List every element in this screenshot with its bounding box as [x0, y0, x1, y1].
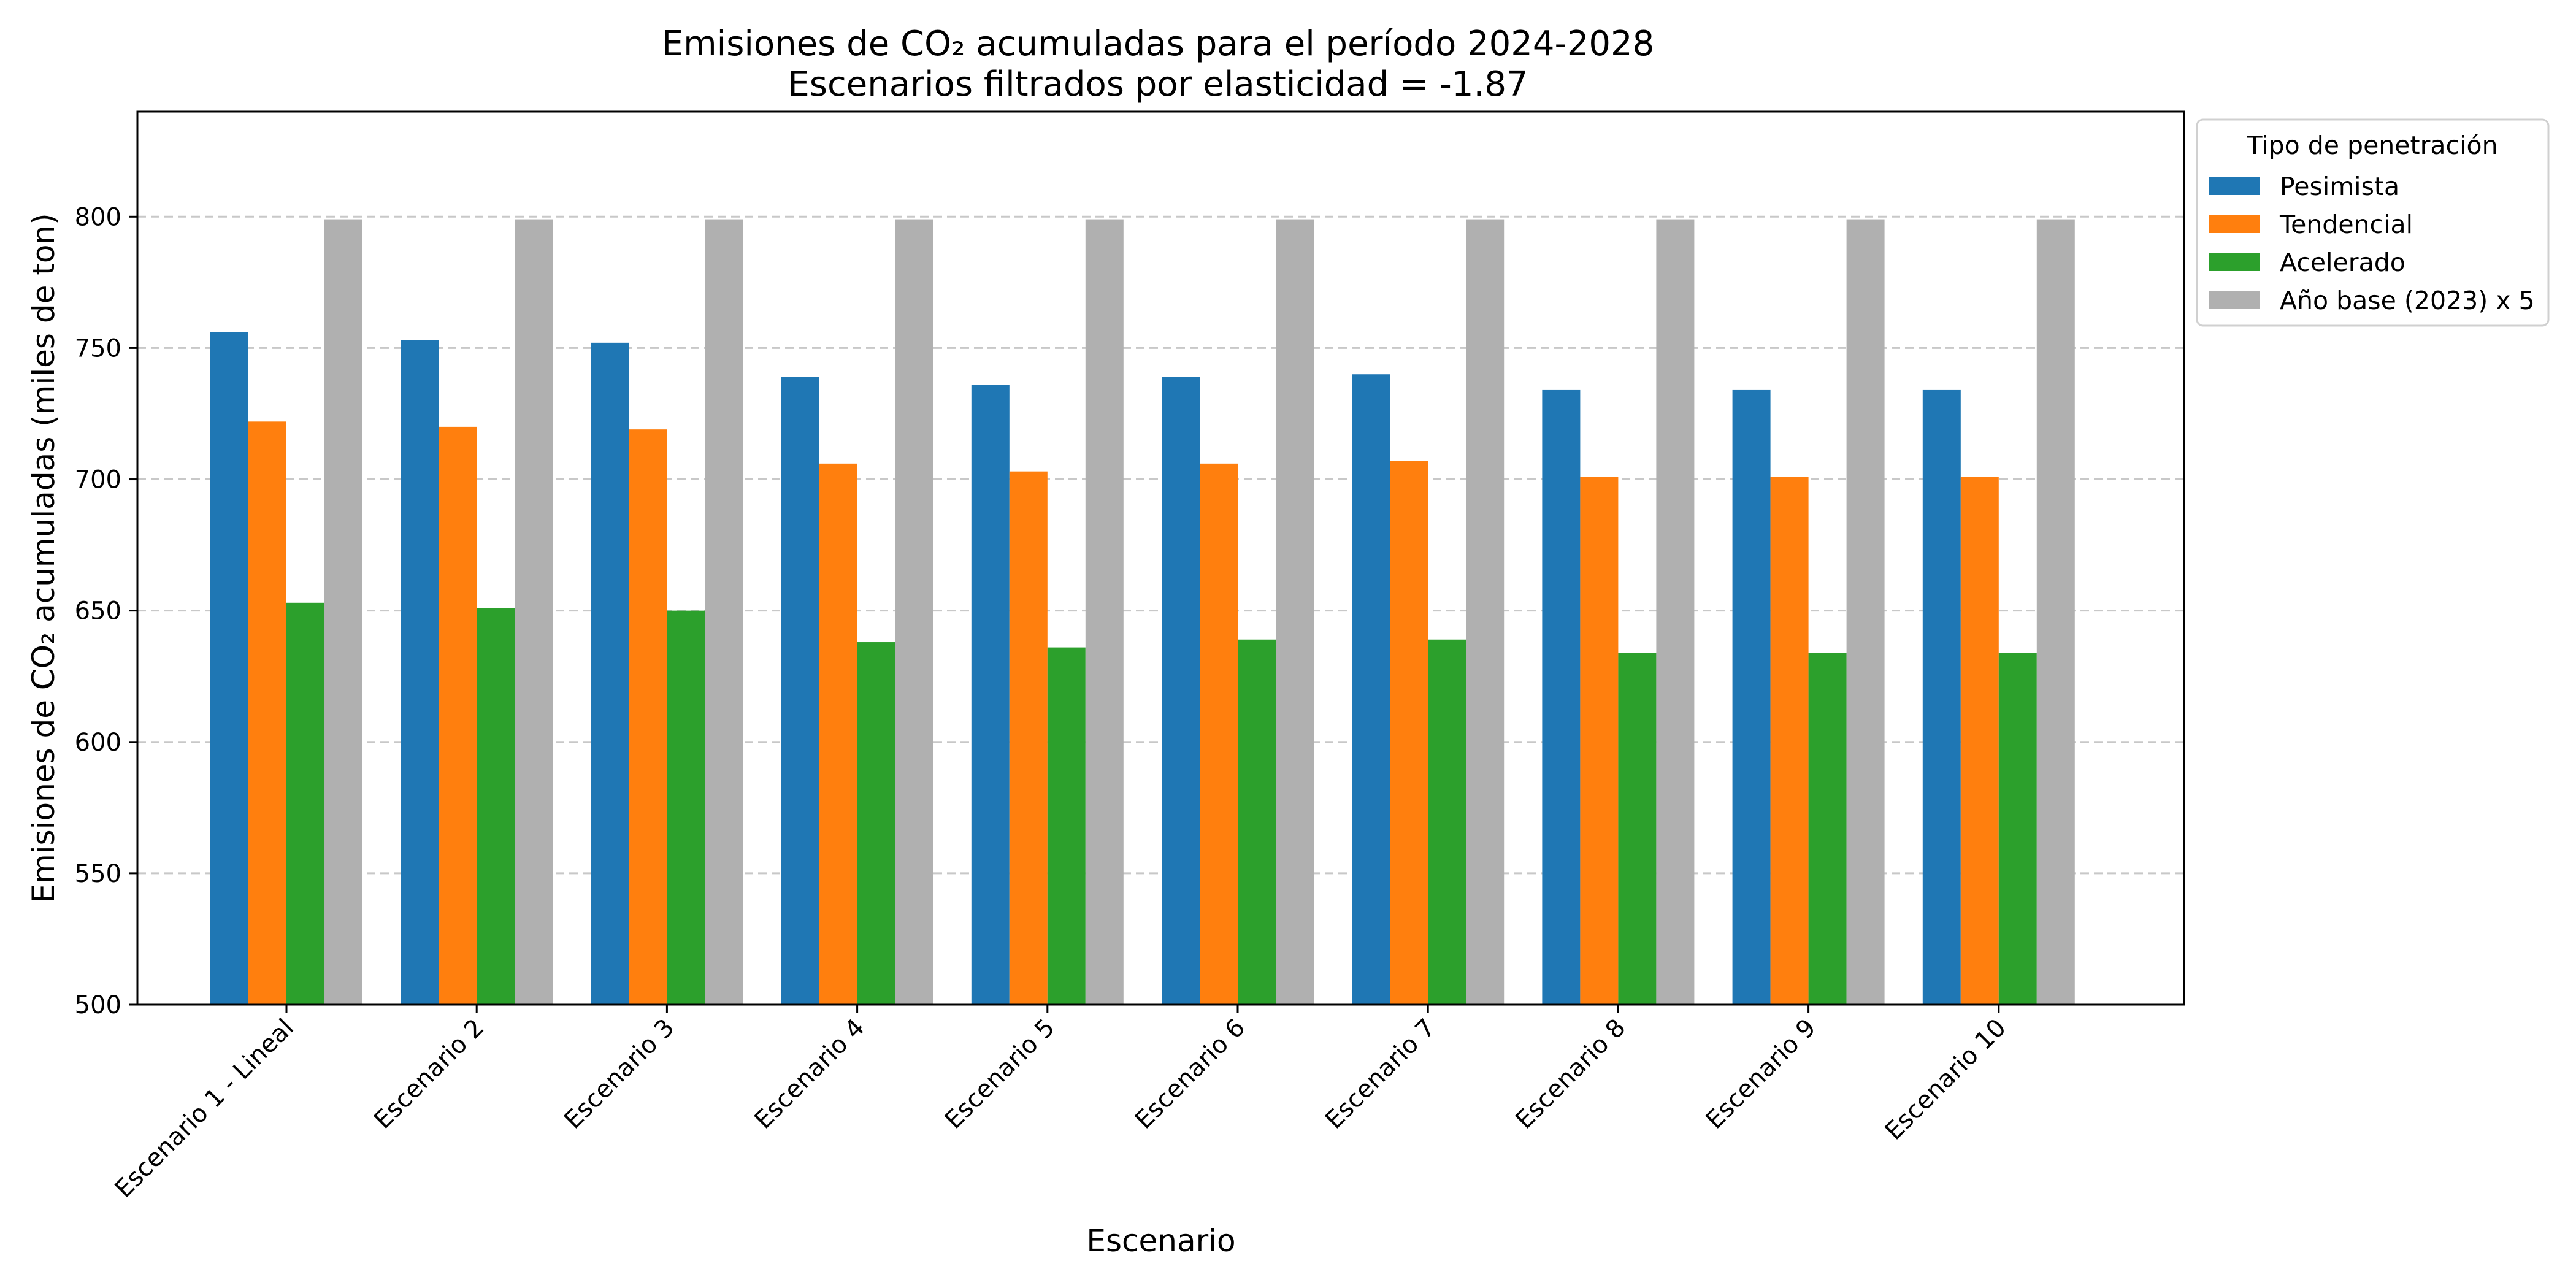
legend-box [2196, 118, 2550, 327]
bar-acelerado-2 [477, 608, 515, 1005]
bar-a-o-base-2023-x-5-9 [1846, 219, 1885, 1005]
bar-acelerado-3 [667, 610, 705, 1005]
bar-tendencial-10 [1960, 477, 1999, 1005]
bar-tendencial-1 [248, 421, 286, 1005]
bar-a-o-base-2023-x-5-3 [705, 219, 743, 1005]
bar-a-o-base-2023-x-5-6 [1276, 219, 1314, 1005]
legend-label: Año base (2023) x 5 [2280, 286, 2535, 315]
bar-acelerado-7 [1428, 639, 1466, 1005]
y-tick-label: 550 [75, 860, 121, 888]
legend-label: Pesimista [2280, 172, 2399, 201]
y-axis-label: Emisiones de CO₂ acumuladas (miles de to… [26, 213, 61, 903]
y-tick-label: 700 [75, 466, 121, 494]
y-tick-label: 600 [75, 729, 121, 757]
legend-label: Acelerado [2280, 248, 2405, 277]
bar-tendencial-8 [1580, 477, 1619, 1005]
legend-swatch [2209, 177, 2260, 195]
y-tick-label: 800 [75, 203, 121, 231]
bar-pesimista-6 [1162, 377, 1200, 1005]
bar-a-o-base-2023-x-5-2 [515, 219, 553, 1005]
bar-tendencial-3 [629, 429, 667, 1005]
bar-acelerado-8 [1618, 653, 1657, 1005]
bar-tendencial-7 [1390, 461, 1428, 1005]
bars [210, 219, 2075, 1005]
chart-title: Emisiones de CO₂ acumuladas para el perí… [662, 24, 1655, 64]
bar-pesimista-5 [971, 385, 1010, 1005]
bar-acelerado-1 [286, 602, 324, 1005]
legend-items: Pesimista Tendencial Acelerado Año base (20… [2209, 172, 2535, 315]
bar-a-o-base-2023-x-5-7 [1466, 219, 1505, 1005]
bar-pesimista-10 [1922, 389, 1961, 1005]
y-tick-label: 650 [75, 597, 121, 626]
bar-a-o-base-2023-x-5-5 [1085, 219, 1124, 1005]
x-axis-label: Escenario [1086, 1223, 1235, 1259]
legend-label: Tendencial [2279, 210, 2413, 239]
bar-tendencial-4 [819, 463, 857, 1005]
bar-a-o-base-2023-x-5-1 [324, 219, 362, 1005]
bar-a-o-base-2023-x-5-10 [2036, 219, 2075, 1005]
bar-pesimista-9 [1732, 389, 1771, 1005]
bar-pesimista-1 [210, 332, 248, 1005]
bar-tendencial-9 [1770, 477, 1809, 1005]
plot-frame [136, 110, 2185, 1006]
y-tick-label: 500 [75, 991, 121, 1019]
bar-pesimista-4 [781, 377, 819, 1005]
y-tick-label: 750 [75, 334, 121, 362]
bar-acelerado-5 [1047, 647, 1086, 1005]
chart-subtitle: Escenarios filtrados por elasticidad = -… [788, 64, 1528, 104]
bar-tendencial-5 [1009, 471, 1048, 1005]
bar-acelerado-9 [1808, 653, 1847, 1005]
bar-acelerado-10 [1998, 653, 2037, 1005]
legend-swatch [2209, 291, 2260, 309]
bar-a-o-base-2023-x-5-8 [1656, 219, 1695, 1005]
legend-swatch [2209, 215, 2260, 233]
bar-pesimista-8 [1542, 389, 1581, 1005]
bar-tendencial-6 [1200, 463, 1238, 1005]
bar-acelerado-6 [1238, 639, 1276, 1005]
bar-pesimista-2 [401, 340, 439, 1005]
legend: Tipo de penetración Pesimista Tendencial A… [2196, 118, 2550, 327]
bar-a-o-base-2023-x-5-4 [895, 219, 933, 1005]
bar-tendencial-2 [439, 426, 477, 1005]
bar-pesimista-3 [591, 342, 629, 1005]
bar-pesimista-7 [1352, 374, 1390, 1005]
legend-swatch [2209, 253, 2260, 271]
y-axis-ticks: 500 550 600 650 700 750 800 [75, 203, 137, 1019]
legend-title: Tipo de penetración [2246, 131, 2497, 160]
bar-acelerado-4 [857, 642, 895, 1005]
